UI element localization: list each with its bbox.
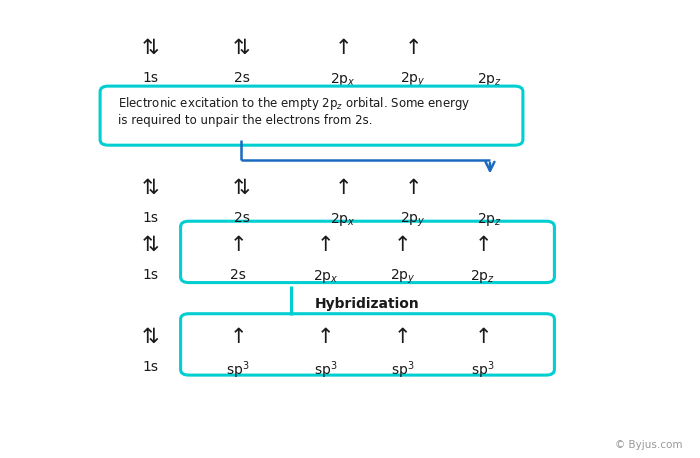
Text: 2p$_x$: 2p$_x$ [313, 268, 338, 285]
Text: ⇅: ⇅ [141, 235, 160, 255]
Text: 2s: 2s [234, 211, 249, 225]
Text: 1s: 1s [143, 71, 158, 85]
Text: sp$^3$: sp$^3$ [471, 360, 495, 381]
Text: 2p$_y$: 2p$_y$ [400, 71, 426, 89]
Text: ↑: ↑ [316, 327, 335, 347]
Text: 1s: 1s [143, 360, 158, 374]
Text: 2s: 2s [230, 268, 246, 282]
Text: Electronic excitation to the empty 2p$_z$ orbital. Some energy
is required to un: Electronic excitation to the empty 2p$_z… [118, 95, 470, 127]
Text: ↑: ↑ [230, 235, 247, 255]
Text: ↑: ↑ [393, 327, 411, 347]
FancyBboxPatch shape [181, 221, 554, 283]
Text: sp$^3$: sp$^3$ [226, 360, 250, 381]
Text: ↑: ↑ [316, 235, 335, 255]
Text: ↑: ↑ [230, 327, 247, 347]
Text: ↑: ↑ [405, 38, 421, 58]
Text: Hybridization: Hybridization [315, 297, 420, 311]
Text: ⇅: ⇅ [141, 178, 160, 198]
Text: 2p$_z$: 2p$_z$ [477, 71, 503, 88]
Text: 2s: 2s [234, 71, 249, 85]
Text: ↑: ↑ [335, 178, 351, 198]
Text: © Byjus.com: © Byjus.com [615, 440, 682, 450]
Text: ⇅: ⇅ [141, 38, 160, 58]
Text: ↑: ↑ [393, 235, 411, 255]
Text: ⇅: ⇅ [232, 38, 251, 58]
Text: 2p$_x$: 2p$_x$ [330, 71, 356, 88]
Text: ↑: ↑ [335, 38, 351, 58]
Text: ⇅: ⇅ [141, 327, 160, 347]
FancyBboxPatch shape [100, 86, 523, 145]
Text: 2p$_y$: 2p$_y$ [400, 211, 426, 229]
Text: ⇅: ⇅ [232, 178, 251, 198]
Text: 1s: 1s [143, 268, 158, 282]
Text: 2p$_z$: 2p$_z$ [470, 268, 496, 285]
Text: ↑: ↑ [474, 235, 491, 255]
Text: 2p$_z$: 2p$_z$ [477, 211, 503, 228]
Text: ↑: ↑ [474, 327, 491, 347]
Text: sp$^3$: sp$^3$ [314, 360, 337, 381]
Text: 2p$_x$: 2p$_x$ [330, 211, 356, 228]
Text: 2p$_y$: 2p$_y$ [390, 268, 415, 286]
FancyBboxPatch shape [181, 314, 554, 375]
Text: ↑: ↑ [405, 178, 421, 198]
Text: 1s: 1s [143, 211, 158, 225]
Text: sp$^3$: sp$^3$ [391, 360, 414, 381]
